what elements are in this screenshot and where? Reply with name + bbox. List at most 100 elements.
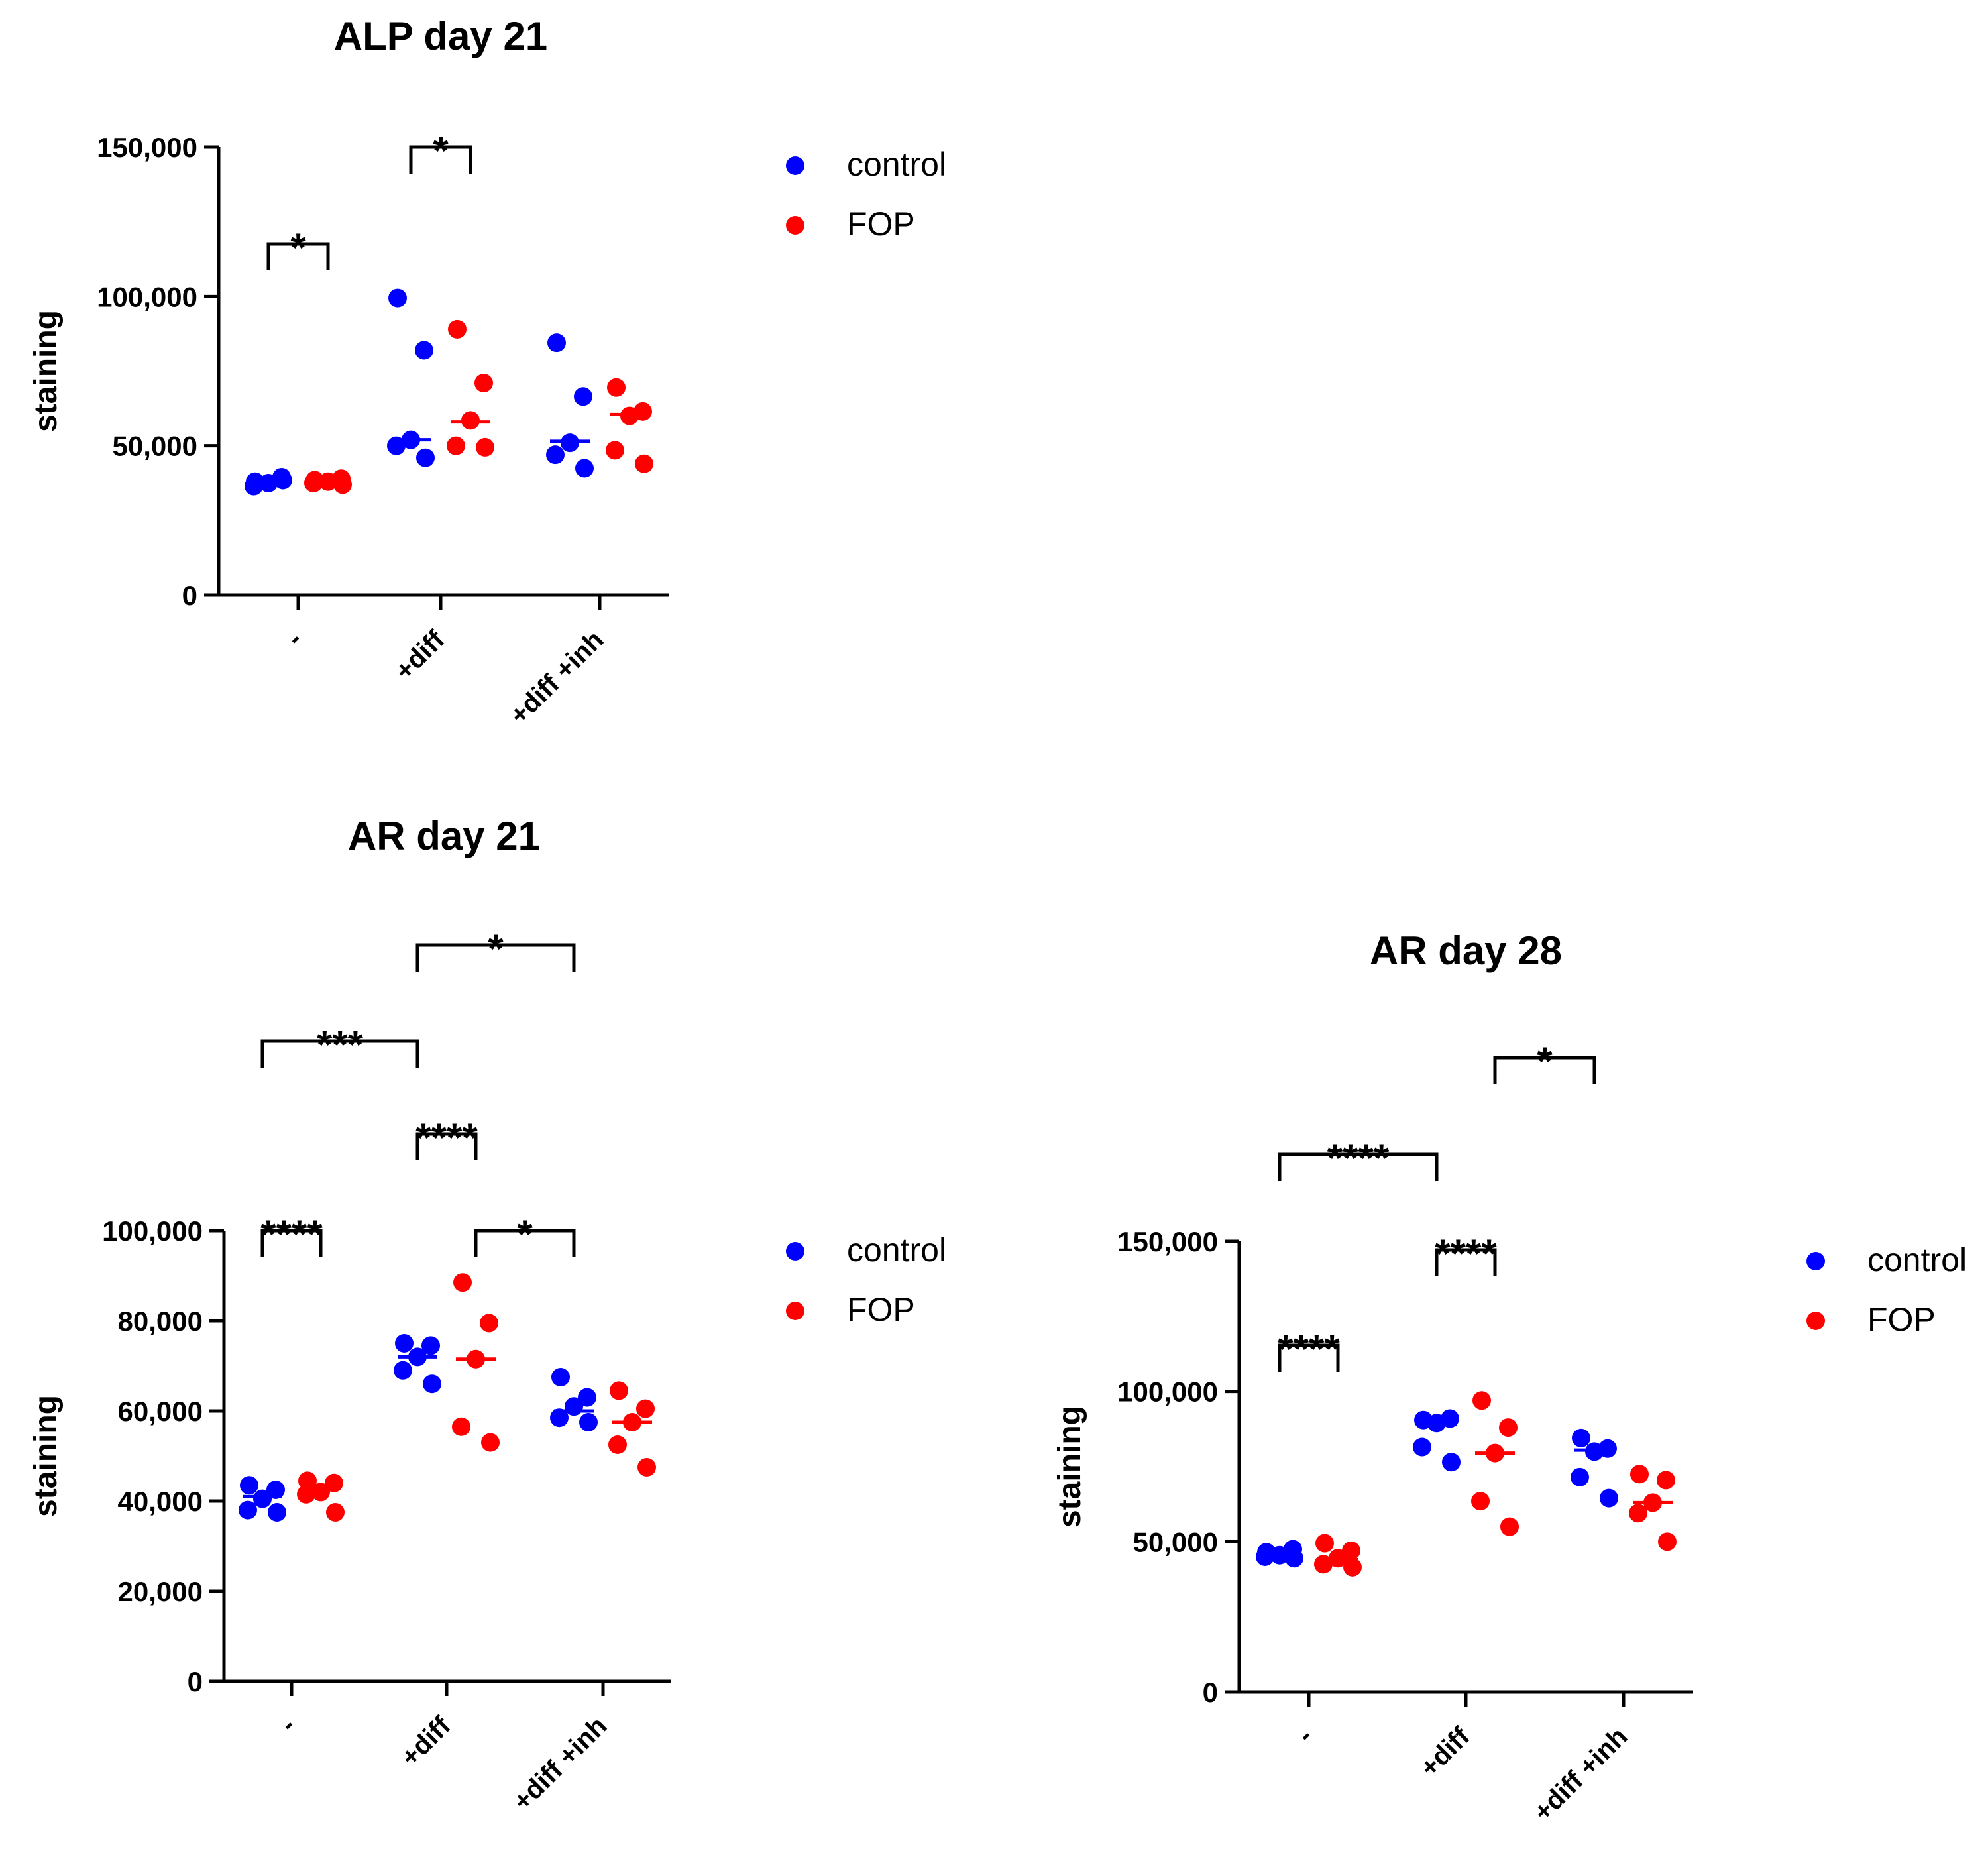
series-control <box>239 1334 598 1522</box>
y-tick-label: 60,000 <box>118 1396 203 1427</box>
data-point <box>1343 1557 1362 1577</box>
data-point <box>610 1381 628 1400</box>
significance-bracket <box>1278 1343 1340 1372</box>
legend-label-FOP: FOP <box>1867 1301 1936 1338</box>
data-point <box>547 333 566 353</box>
data-point <box>565 1397 583 1416</box>
x-tick-label: - <box>281 625 308 652</box>
data-point <box>551 1368 570 1386</box>
data-point <box>1500 1517 1519 1536</box>
significance-stars: * <box>488 926 504 971</box>
y-tick-label: 50,000 <box>113 431 197 462</box>
data-point <box>253 1489 272 1508</box>
x-tick-label: +diff +inh <box>508 1711 612 1816</box>
data-point <box>481 1433 500 1452</box>
legend-marker-FOP <box>786 216 804 235</box>
data-point <box>637 1458 656 1477</box>
significance-stars: *** <box>317 1023 364 1067</box>
x-tick-label: +diff <box>1415 1722 1476 1783</box>
y-axis-label: staining <box>28 1395 64 1517</box>
data-point <box>575 459 594 478</box>
legend-label-FOP: FOP <box>847 1291 915 1328</box>
data-point <box>448 319 467 339</box>
data-point <box>311 1483 330 1502</box>
data-point <box>1285 1549 1303 1568</box>
legend-marker-control <box>1806 1252 1825 1270</box>
data-point <box>1600 1488 1618 1508</box>
significance-bracket <box>415 943 576 972</box>
data-point <box>1471 1492 1490 1511</box>
x-tick-label: - <box>1292 1722 1319 1749</box>
series-FOP <box>304 319 653 494</box>
data-point <box>1657 1471 1675 1490</box>
data-point <box>578 1388 596 1407</box>
y-tick-label: 150,000 <box>1117 1226 1218 1257</box>
data-point <box>1572 1428 1590 1447</box>
data-point <box>395 1334 414 1353</box>
significance-stars: **** <box>1327 1136 1390 1180</box>
data-point <box>550 1408 569 1428</box>
series-control <box>245 288 594 496</box>
data-point <box>608 1435 627 1454</box>
chart-title: ALP day 21 <box>334 14 547 58</box>
legend-label-FOP: FOP <box>847 205 915 243</box>
y-tick-label: 100,000 <box>102 1215 203 1247</box>
significance-stars: **** <box>1435 1231 1497 1276</box>
significance-bracket <box>474 1229 576 1257</box>
y-tick-label: 0 <box>1203 1677 1218 1708</box>
data-point <box>1472 1391 1491 1410</box>
data-point <box>388 288 407 308</box>
data-point <box>268 1503 286 1522</box>
y-tick-label: 20,000 <box>118 1576 203 1607</box>
data-point <box>480 1314 498 1333</box>
y-axis-label: staining <box>28 310 64 432</box>
x-tick-label: +diff +inh <box>1528 1722 1633 1826</box>
significance-bracket <box>266 242 330 270</box>
data-point <box>606 441 624 460</box>
y-tick-label: 40,000 <box>118 1486 203 1517</box>
significance-stars: **** <box>260 1212 323 1257</box>
y-tick-label: 50,000 <box>1133 1526 1218 1557</box>
significance-bracket <box>409 145 472 174</box>
significance-bracket <box>1493 1056 1596 1084</box>
significance-stars: * <box>290 225 306 270</box>
data-point <box>415 341 433 360</box>
data-point <box>474 374 493 393</box>
significance-bracket <box>415 1132 478 1160</box>
legend-marker-control <box>786 156 804 175</box>
data-point <box>447 436 465 455</box>
data-point <box>421 1336 440 1355</box>
series-control <box>1256 1409 1618 1568</box>
significance-bracket <box>260 1229 323 1257</box>
data-point <box>239 1500 257 1520</box>
x-tick-label: +diff <box>396 1711 457 1772</box>
data-point <box>636 1399 655 1418</box>
chart-0: ALP day 21 staining 0 50,000 100,000 150,000 -… <box>28 14 946 730</box>
data-point <box>1413 1437 1431 1457</box>
y-tick-label: 100,000 <box>97 281 197 312</box>
significance-bracket <box>1435 1248 1497 1276</box>
significance-stars: * <box>1537 1039 1553 1084</box>
data-point <box>394 1361 412 1380</box>
data-point <box>453 1273 472 1292</box>
data-point <box>416 448 435 467</box>
series-FOP <box>297 1273 656 1522</box>
data-point <box>1442 1453 1461 1472</box>
legend-label-control: control <box>847 1231 946 1268</box>
data-point <box>607 378 626 397</box>
significance-bracket <box>1278 1152 1439 1181</box>
legend-label-control: control <box>847 146 946 183</box>
data-point <box>1315 1534 1334 1553</box>
x-tick-label: +diff +inh <box>504 625 609 730</box>
data-point <box>1314 1555 1333 1574</box>
data-point <box>266 1481 285 1499</box>
significance-stars: * <box>433 129 449 173</box>
legend-marker-FOP <box>1806 1312 1825 1330</box>
data-point <box>574 387 592 406</box>
data-point <box>240 1476 258 1495</box>
y-axis-label: staining <box>1052 1406 1087 1528</box>
data-point <box>297 1485 315 1504</box>
y-tick-label: 150,000 <box>97 132 197 163</box>
significance-stars: * <box>517 1212 533 1257</box>
